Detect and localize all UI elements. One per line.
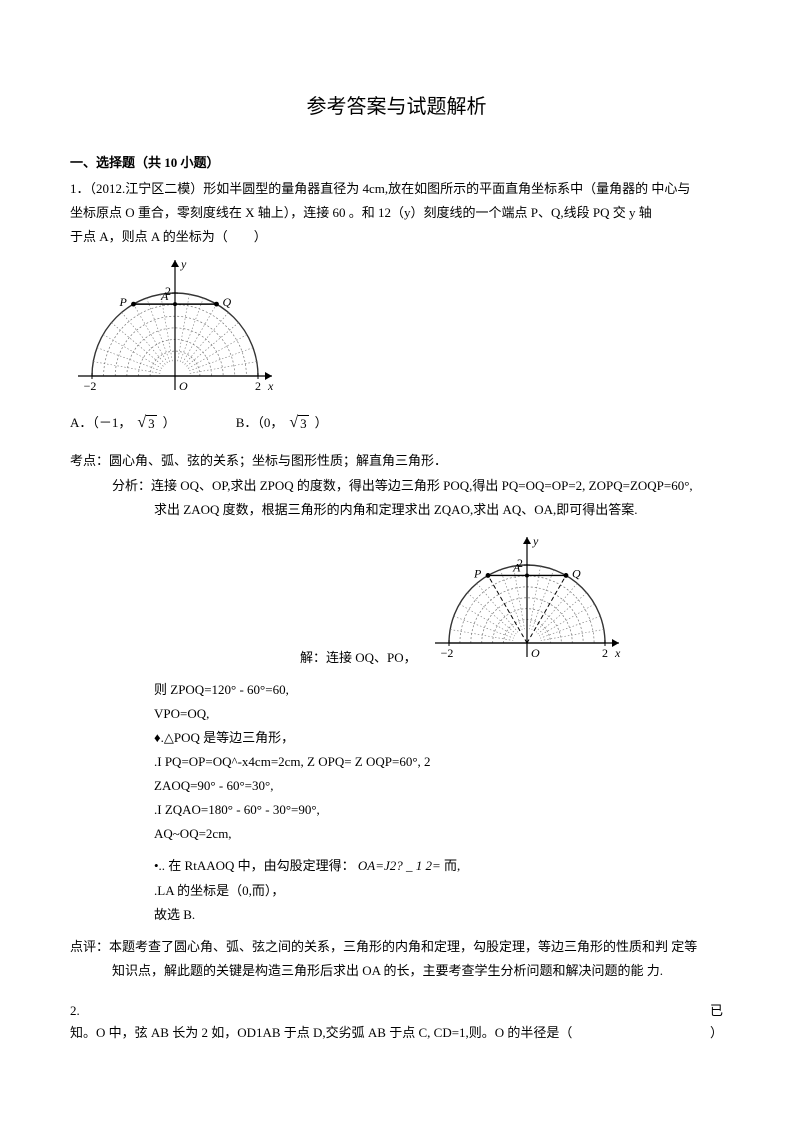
protractor-diagram-1: PQAOxy−222 (70, 254, 280, 404)
dianping-2: 知识点，解此题的关键是构造三角形后求出 OA 的长，主要考查学生分析问题和解决问… (112, 960, 723, 982)
step-3: ♦.△POQ 是等边三角形， (154, 727, 723, 749)
fenxi-line1: 分析：连接 OQ、OP,求出 ZPOQ 的度数，得出等边三角形 POQ,得出 P… (112, 475, 723, 497)
figure-2-caption: 解：连接 OQ、PO， (300, 647, 417, 671)
q1-line1: 1．（2012.江宁区二模）形如半圆型的量角器直径为 4cm,放在如图所示的平面… (70, 178, 723, 200)
svg-text:O: O (179, 379, 188, 393)
svg-text:2: 2 (255, 379, 261, 393)
step-8c: 而, (444, 858, 460, 873)
page-title: 参考答案与试题解析 (70, 90, 723, 124)
step-6: .I ZQAO=180° - 60° - 30°=90°, (154, 799, 723, 821)
radical-icon: √ (137, 415, 146, 431)
option-b-close: ） (315, 412, 328, 434)
kaodian: 考点：圆心角、弧、弦的关系；坐标与图形性质；解直角三角形． (70, 450, 723, 472)
sqrt-icon: √ 3 (289, 415, 308, 432)
step-5: ZAOQ=90° - 60°=30°, (154, 775, 723, 797)
q2-line2-left: 知。O 中，弦 AB 长为 2 如，OD1AB 于点 D,交劣弧 AB 于点 C… (70, 1022, 572, 1044)
option-a-label: A．（－1， (70, 412, 131, 434)
q1-line3: 于点 A，则点 A 的坐标为（ ） (70, 226, 723, 248)
sqrt-icon: √ 3 (137, 415, 156, 432)
dianping-1: 点评：本题考查了圆心角、弧、弦之间的关系，三角形的内角和定理，勾股定理，等边三角… (70, 936, 723, 958)
step-4: .I PQ=OP=OQ^-x4cm=2cm, Z OPQ= Z OQP=60°,… (154, 751, 723, 773)
svg-text:x: x (267, 379, 274, 393)
svg-text:−2: −2 (440, 646, 453, 660)
fenxi-line2: 求出 ZAOQ 度数，根据三角形的内角和定理求出 ZQAO,求出 AQ、OA,即… (154, 499, 723, 521)
q2-right1: 已 (710, 1000, 723, 1022)
option-a-close: ） (163, 412, 176, 434)
option-b-label: B．（0， (236, 412, 284, 434)
svg-text:Q: Q (223, 295, 232, 309)
svg-text:O: O (531, 646, 540, 660)
q2-number: 2. (70, 1000, 80, 1022)
svg-text:Q: Q (572, 566, 581, 580)
svg-text:x: x (614, 646, 621, 660)
svg-text:y: y (180, 257, 187, 271)
option-b-sqrt-arg: 3 (298, 415, 309, 432)
step-8b: OA=J2? _ 1 2= (358, 858, 444, 873)
q2-line1: 2. 已 (70, 1000, 723, 1022)
step-10: 故选 B. (154, 904, 723, 926)
svg-text:2: 2 (165, 284, 171, 298)
option-a-sqrt-arg: 3 (146, 415, 157, 432)
step-7: AQ~OQ=2cm, (154, 823, 723, 845)
svg-text:2: 2 (517, 556, 523, 570)
option-b: B．（0， √ 3 ） (236, 412, 328, 434)
q2-line2: 知。O 中，弦 AB 长为 2 如，OD1AB 于点 D,交劣弧 AB 于点 C… (70, 1022, 723, 1044)
svg-text:2: 2 (602, 646, 608, 660)
svg-text:−2: −2 (84, 379, 97, 393)
step-8a: •.. 在 RtAAOQ 中，由勾股定理得： (154, 858, 355, 873)
step-2: VPO=OQ, (154, 703, 723, 725)
step-8: •.. 在 RtAAOQ 中，由勾股定理得： OA=J2? _ 1 2= 而, (154, 855, 723, 877)
option-a: A．（－1， √ 3 ） (70, 412, 176, 434)
options-row: A．（－1， √ 3 ） B．（0， √ 3 ） (70, 412, 723, 434)
protractor-diagram-2: PQAOxy−222 (427, 531, 627, 671)
section-heading: 一、选择题（共 10 小题） (70, 152, 723, 174)
radical-icon: √ (289, 415, 298, 431)
q2-line2-right: ） (710, 1022, 723, 1044)
svg-text:y: y (532, 534, 539, 548)
figure-2-row: 解：连接 OQ、PO， PQAOxy−222 (70, 531, 723, 671)
svg-text:P: P (473, 566, 482, 580)
step-1: 则 ZPOQ=120° - 60°=60, (154, 679, 723, 701)
svg-text:P: P (119, 295, 128, 309)
figure-1: PQAOxy−222 (70, 254, 723, 404)
q1-line2: 坐标原点 O 重合，零刻度线在 X 轴上），连接 60 。和 12（y）刻度线的… (70, 202, 723, 224)
step-9: .LA 的坐标是（0,而）， (154, 880, 723, 902)
